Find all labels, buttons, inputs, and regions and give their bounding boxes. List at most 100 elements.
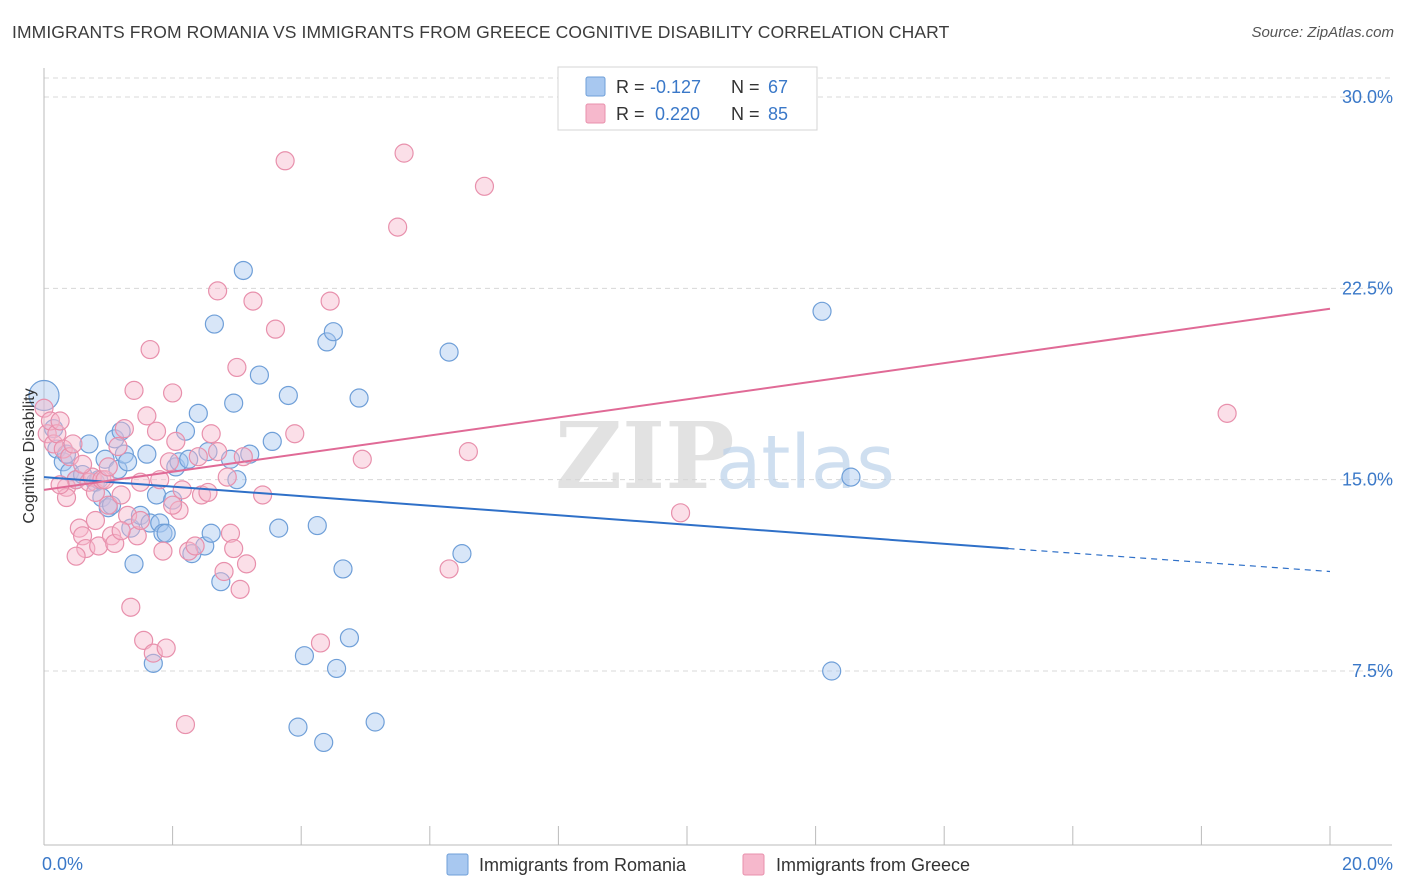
romania-point	[175, 421, 196, 441]
greece-point	[134, 630, 154, 650]
series-greece-points	[34, 143, 1237, 735]
romania-point	[143, 653, 163, 673]
greece-point	[98, 495, 118, 515]
series-legend: Immigrants from Romania Immigrants from …	[446, 853, 970, 876]
greece-point	[208, 281, 228, 301]
trend-line-romania	[43, 476, 1009, 550]
romania-point	[204, 314, 224, 334]
greece-point	[172, 480, 192, 500]
romania-point	[288, 717, 308, 737]
legend-n-label-greece: N =	[731, 104, 760, 124]
greece-point	[63, 434, 83, 454]
romania-point	[822, 661, 842, 681]
watermark: ZIP atlas	[555, 402, 895, 510]
greece-point	[175, 714, 196, 735]
romania-point	[262, 431, 282, 451]
romania-point	[269, 518, 289, 538]
trend-line-romania-extension	[1008, 547, 1331, 573]
romania-point	[278, 385, 298, 406]
axes	[43, 68, 1392, 846]
romania-point	[452, 544, 472, 564]
greece-point	[156, 638, 176, 658]
romania-point	[314, 732, 334, 753]
greece-point	[146, 421, 167, 441]
romania-point	[137, 444, 157, 464]
romania-point	[294, 646, 315, 666]
y-tick-label-1: 15.0%	[1342, 470, 1393, 490]
greece-point	[163, 383, 183, 403]
legend-n-value-greece: 85	[768, 104, 788, 124]
greece-point	[169, 500, 189, 520]
greece-point	[188, 447, 208, 467]
greece-point	[310, 633, 331, 653]
romania-point	[201, 523, 221, 543]
greece-point	[98, 457, 118, 477]
greece-point	[108, 436, 128, 457]
romania-point	[317, 332, 337, 352]
legend-r-label-greece: R =	[616, 104, 645, 124]
greece-point	[37, 424, 57, 444]
greece-point	[66, 546, 86, 566]
greece-point	[236, 554, 257, 574]
greece-point	[224, 538, 244, 559]
chart-source: Source: ZipAtlas.com	[1251, 24, 1394, 41]
greece-point	[72, 526, 93, 546]
greece-point	[179, 541, 199, 561]
legend-r-value-greece: 0.220	[655, 104, 700, 124]
romania-point	[79, 434, 99, 454]
chart-title: IMMIGRANTS FROM ROMANIA VS IMMIGRANTS FR…	[12, 22, 950, 42]
greece-point	[166, 431, 186, 451]
romania-point	[812, 301, 832, 321]
greece-point	[72, 454, 93, 474]
greece-point	[388, 217, 408, 237]
legend-r-value-romania: -0.127	[650, 77, 701, 97]
romania-point	[124, 554, 144, 574]
greece-point	[394, 143, 414, 163]
legend-n-label-romania: N =	[731, 77, 760, 97]
romania-point	[249, 365, 270, 385]
romania-point	[117, 452, 138, 472]
greece-point	[114, 419, 134, 439]
series-romania-points	[28, 260, 861, 753]
tick-labels: 7.5% 15.0% 22.5% 30.0% 0.0% 20.0%	[42, 87, 1393, 874]
greece-point	[227, 357, 247, 378]
greece-point	[153, 541, 173, 561]
romania-point	[156, 523, 176, 543]
y-tick-label-3: 30.0%	[1342, 87, 1393, 107]
greece-point	[253, 485, 273, 505]
greece-point	[265, 319, 286, 339]
greece-point	[1217, 403, 1237, 423]
greece-point	[124, 380, 144, 400]
romania-point	[841, 467, 861, 487]
romania-point	[439, 342, 459, 362]
greece-point	[474, 176, 495, 196]
greece-point	[458, 442, 478, 462]
romania-point	[163, 490, 183, 510]
greece-point	[185, 536, 205, 556]
greece-point	[243, 291, 263, 311]
greece-point	[285, 424, 305, 444]
romania-point	[365, 712, 385, 732]
watermark-zip: ZIP	[555, 402, 734, 510]
watermark-atlas: atlas	[716, 420, 895, 506]
correlation-legend: R = -0.127 N = 67 R = 0.220 N = 85	[557, 66, 818, 131]
greece-point	[143, 643, 163, 663]
greece-point	[275, 151, 295, 171]
bottom-legend-label-greece: Immigrants from Greece	[776, 855, 970, 875]
greece-point	[111, 521, 131, 541]
greece-point	[163, 495, 183, 515]
legend-r-label-romania: R =	[616, 77, 645, 97]
romania-point	[188, 403, 208, 423]
legend-swatch-greece	[585, 103, 606, 124]
greece-point	[121, 597, 141, 617]
greece-point	[230, 579, 250, 599]
greece-point	[217, 467, 237, 487]
y-tick-label-2: 22.5%	[1342, 278, 1393, 298]
greece-point	[159, 452, 179, 472]
greece-point	[320, 291, 340, 311]
bottom-legend-swatch-greece	[742, 853, 765, 876]
legend-swatch-romania	[585, 76, 606, 97]
greece-point	[220, 523, 241, 543]
y-axis-label: Cognitive Disability	[21, 388, 38, 523]
